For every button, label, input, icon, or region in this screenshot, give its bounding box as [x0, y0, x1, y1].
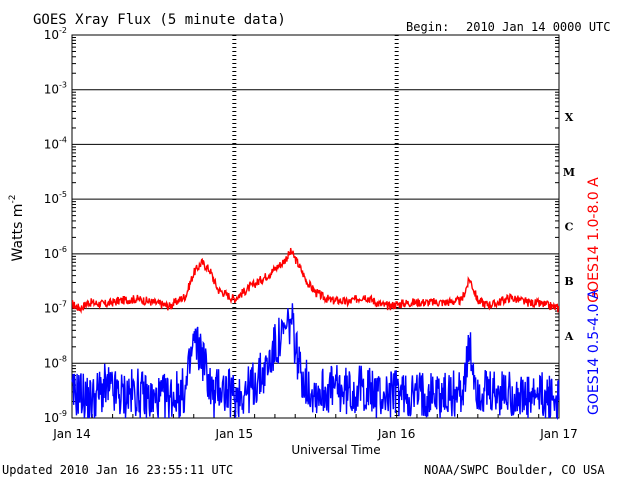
series-layer	[71, 247, 560, 421]
x-tick-label: Jan 17	[539, 427, 578, 441]
y-tick-labels: 10-2 10-3 10-4 10-5 10-6 10-7 10-8 10-9	[44, 26, 67, 425]
y-tick-label: 10-7	[44, 300, 67, 316]
y-tick-label: 10-6	[44, 245, 67, 261]
flare-class-m: M	[563, 166, 575, 179]
chart-title: GOES Xray Flux (5 minute data)	[33, 12, 286, 28]
flare-class-c: C	[565, 221, 574, 234]
x-tick-labels: Jan 14 Jan 15 Jan 16 Jan 17	[52, 427, 578, 441]
plot-frame	[71, 34, 560, 419]
legend-long-group: GOES14 1.0-8.0 A	[586, 177, 602, 303]
begin-value: 2010 Jan 14 0000 UTC	[466, 20, 611, 34]
credit-line: NOAA/SWPC Boulder, CO USA	[424, 463, 605, 477]
x-tick-label: Jan 15	[215, 427, 254, 441]
flare-class-a: A	[564, 330, 574, 343]
begin-label: Begin:	[406, 20, 449, 34]
y-tick-label: 10-3	[44, 81, 67, 97]
y-axis-label-sup: -2	[8, 195, 18, 204]
flare-class-labels: X M C B A	[563, 111, 575, 343]
y-axis-label-group: Watts m-2	[8, 195, 26, 262]
y-tick-label: 10-4	[44, 135, 67, 151]
y-axis-label: Watts m-2	[8, 195, 26, 262]
y-tick-label: 10-2	[44, 26, 67, 42]
grid-layer	[71, 34, 560, 419]
y-tick-label: 10-9	[44, 409, 67, 425]
legend-long-channel: GOES14 1.0-8.0 A	[586, 177, 602, 303]
series-line-short	[71, 303, 560, 421]
x-tick-label: Jan 16	[377, 427, 416, 441]
y-tick-label: 10-5	[44, 190, 67, 206]
y-axis-label-text: Watts m	[10, 204, 26, 262]
y-tick-label: 10-8	[44, 354, 67, 370]
x-axis-label: Universal Time	[291, 443, 380, 457]
x-tick-label: Jan 14	[52, 427, 91, 441]
updated-timestamp: Updated 2010 Jan 16 23:55:11 UTC	[2, 463, 233, 477]
legend-short-group: GOES14 0.5-4.0 A	[586, 289, 602, 415]
flare-class-b: B	[564, 275, 573, 288]
legend-short-channel: GOES14 0.5-4.0 A	[586, 289, 602, 415]
flare-class-x: X	[565, 111, 574, 124]
series-line-long	[71, 247, 560, 314]
